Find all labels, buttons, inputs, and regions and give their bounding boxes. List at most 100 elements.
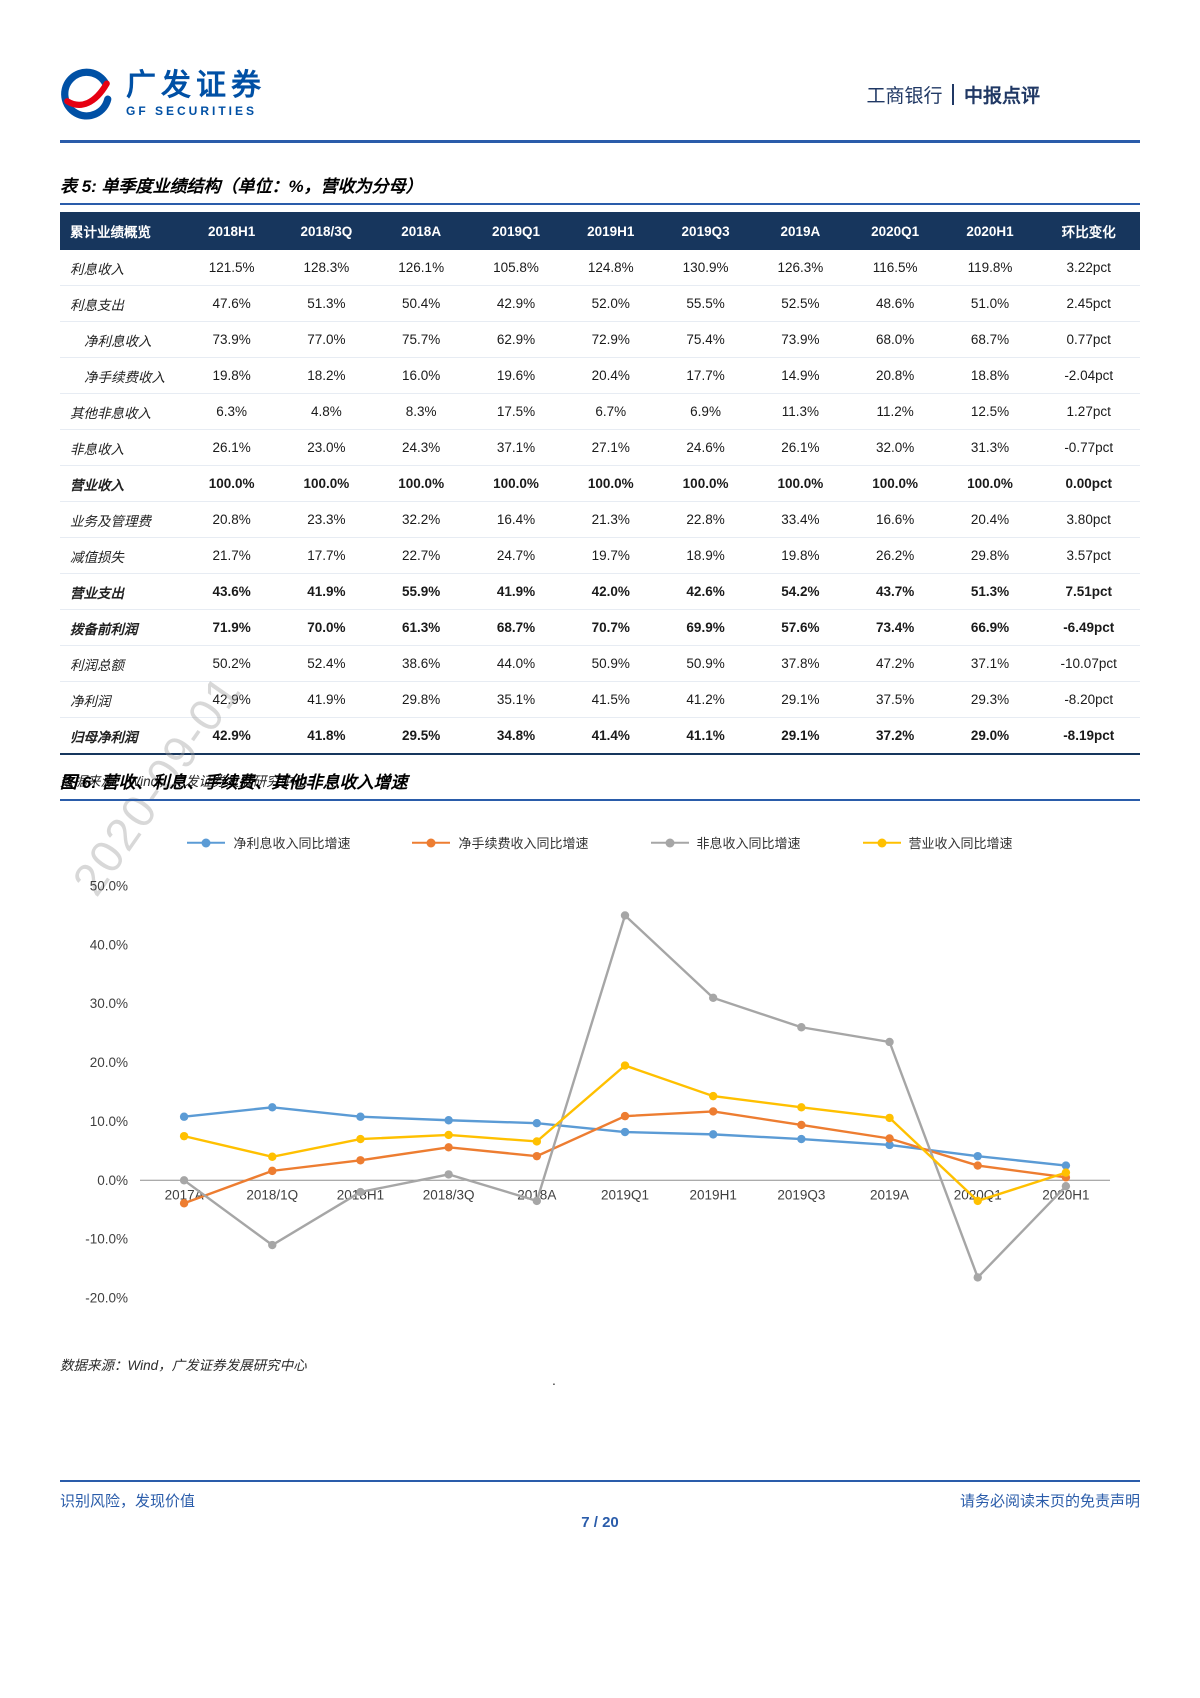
data-point-marker	[532, 1196, 542, 1206]
data-point-marker	[797, 1103, 806, 1112]
table-cell: 29.1%	[752, 681, 848, 718]
row-label: 营业支出	[60, 573, 185, 610]
table-cell: 100.0%	[847, 465, 943, 502]
table-cell: 50.9%	[563, 645, 659, 682]
table-cell: 100.0%	[278, 465, 374, 502]
table-cell: 70.0%	[278, 609, 374, 646]
table-cell: 32.2%	[373, 501, 469, 538]
page-number: 7 / 20	[581, 1514, 619, 1531]
table-cell: 52.0%	[563, 285, 659, 322]
table-cell: 32.0%	[847, 429, 943, 466]
table-cell: 68.7%	[468, 609, 564, 646]
y-axis-tick-label: 10.0%	[90, 1114, 128, 1129]
x-axis-tick-label: 2019Q1	[601, 1187, 649, 1202]
table-cell: 26.1%	[752, 429, 848, 466]
data-point-marker	[708, 1130, 718, 1139]
table-cell: 22.7%	[373, 537, 469, 574]
table-cell: 8.3%	[373, 393, 469, 430]
column-header: 2019H1	[563, 212, 659, 250]
data-point-marker	[973, 1151, 982, 1161]
column-header: 2018H1	[184, 212, 279, 250]
data-point-marker	[356, 1156, 365, 1165]
table-cell: 20.4%	[942, 501, 1038, 538]
table-cell: 41.9%	[278, 573, 374, 610]
page-header: 广发证券 GF SECURITIES 工商银行 中报点评	[60, 56, 1140, 132]
legend-label: 营业收入同比增速	[908, 836, 1013, 851]
table-cell: 126.1%	[373, 250, 469, 286]
table-cell: 29.5%	[373, 717, 469, 755]
table-cell: 100.0%	[468, 465, 564, 502]
footer-rule	[60, 1480, 1140, 1482]
data-point-marker	[268, 1166, 277, 1176]
table-cell: 55.9%	[373, 573, 469, 610]
table-cell: 14.9%	[752, 357, 848, 394]
table-cell: -8.19pct	[1037, 717, 1140, 755]
table-cell: 128.3%	[278, 250, 374, 286]
table-cell: 54.2%	[752, 573, 848, 610]
table-section: 表 5: 单季度业绩结构（单位：%，营收为分母） 累计业绩概览 2018H1 201…	[60, 172, 1140, 790]
data-point-marker	[973, 1273, 982, 1282]
y-axis-tick-label: 30.0%	[90, 996, 128, 1011]
data-point-marker	[620, 1061, 630, 1070]
table-cell: 43.7%	[847, 573, 943, 610]
table-row: 营业支出 43.6% 41.9% 55.9% 41.9% 42.0% 42.6% 54.2% 4…	[60, 573, 1140, 610]
data-point-marker	[620, 1127, 630, 1137]
table-cell: 41.9%	[468, 573, 564, 610]
table-cell: 11.3%	[752, 393, 848, 430]
column-header: 2020Q1	[847, 212, 943, 250]
table-row: 净利润 42.9% 41.9% 29.8% 35.1% 41.5% 41.2% 29.1% 37…	[60, 681, 1140, 718]
table-cell: 16.0%	[373, 357, 469, 394]
table-cell: 50.4%	[373, 285, 469, 322]
legend-label: 净利息收入同比增速	[233, 836, 351, 851]
table-source-note: 数据来源：Wind，广发证券发展研究中心	[60, 774, 307, 789]
table-cell: 42.9%	[468, 285, 564, 322]
row-label: 利润总额	[60, 645, 185, 682]
table-cell: 73.4%	[847, 609, 943, 646]
data-point-marker	[973, 1161, 982, 1170]
table-row: 非息收入 26.1% 23.0% 24.3% 37.1% 27.1% 24.6% 26.1% 3…	[60, 429, 1140, 466]
table-cell: 42.0%	[563, 573, 659, 610]
table-cell: 41.9%	[278, 681, 374, 718]
table-title: 表 5: 单季度业绩结构（单位：%，营收为分母）	[60, 172, 1140, 205]
table-cell: 41.5%	[563, 681, 659, 718]
data-point-marker	[179, 1199, 189, 1208]
row-label: 净手续费收入	[60, 357, 185, 394]
data-point-marker	[356, 1112, 365, 1121]
table-cell: 51.3%	[278, 285, 374, 322]
data-point-marker	[885, 1140, 894, 1150]
table-cell: 19.8%	[184, 357, 279, 394]
table-cell: 0.77pct	[1037, 321, 1140, 358]
table-cell: 38.6%	[373, 645, 469, 682]
table-cell: 16.4%	[468, 501, 564, 538]
column-header: 累计业绩概览	[60, 212, 185, 250]
table-row: 减值损失 21.7% 17.7% 22.7% 24.7% 19.7% 18.9% 19.8% 2…	[60, 537, 1140, 574]
data-point-marker	[444, 1116, 453, 1125]
table-row: 营业收入 100.0% 100.0% 100.0% 100.0% 100.0% 100.0%…	[60, 465, 1140, 502]
row-label: 营业收入	[60, 465, 185, 502]
data-point-marker	[268, 1152, 277, 1161]
stock-name: 工商银行	[866, 85, 943, 107]
table-cell: 11.2%	[847, 393, 943, 430]
y-axis-tick-label: 50.0%	[90, 879, 128, 894]
quarterly-performance-table: 累计业绩概览 2018H1 2018/3Q 2018A 2019Q1 2019H1 2019…	[60, 212, 1140, 755]
table-cell: 24.7%	[468, 537, 564, 574]
table-cell: 100.0%	[658, 465, 753, 502]
data-point-marker	[708, 993, 718, 1003]
table-cell: 6.9%	[658, 393, 753, 430]
gf-securities-logo: 广发证券 GF SECURITIES	[60, 67, 266, 121]
table-cell: 116.5%	[847, 250, 943, 286]
chart-legend: 净利息收入同比增速 净手续费收入同比增速 非息收入同比增速 营业收入同比增速	[60, 833, 1140, 852]
table-cell: 2.45pct	[1037, 285, 1140, 322]
table-cell: 19.8%	[752, 537, 848, 574]
table-cell: 19.7%	[563, 537, 659, 574]
table-cell: 47.2%	[847, 645, 943, 682]
table-cell: 37.1%	[468, 429, 564, 466]
data-point-marker	[179, 1131, 189, 1141]
table-cell: 50.9%	[658, 645, 753, 682]
row-label: 非息收入	[60, 429, 185, 466]
table-cell: 68.7%	[942, 321, 1038, 358]
table-cell: 44.0%	[468, 645, 564, 682]
table-row: 利润总额 50.2% 52.4% 38.6% 44.0% 50.9% 50.9% 37.8% 4…	[60, 645, 1140, 682]
table-cell: 19.6%	[468, 357, 564, 394]
table-cell: 20.8%	[847, 357, 943, 394]
